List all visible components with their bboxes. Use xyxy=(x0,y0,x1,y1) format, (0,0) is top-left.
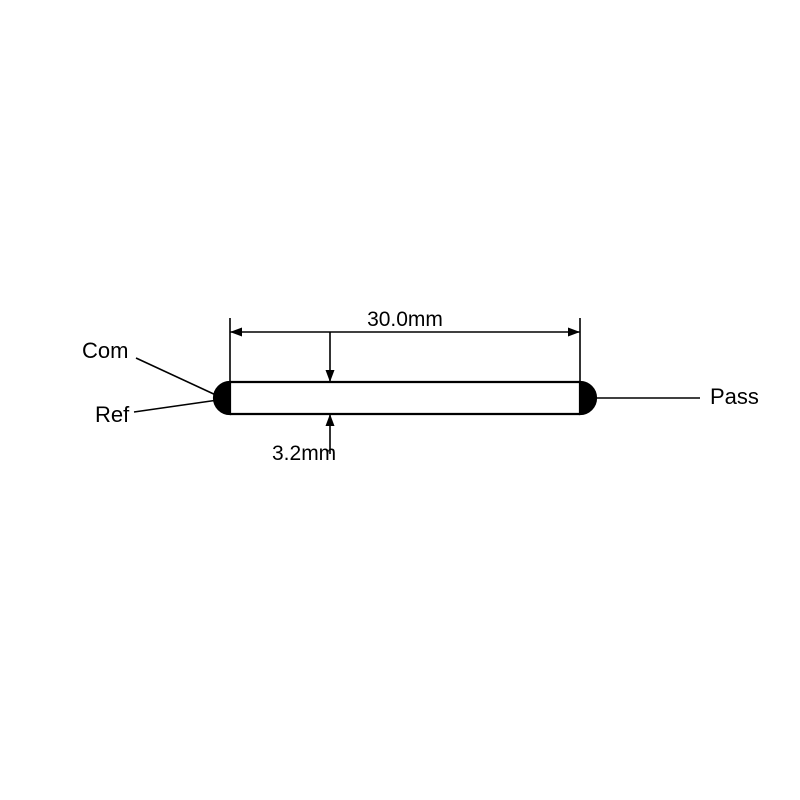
label-pass: Pass xyxy=(710,384,759,409)
dimension-length: 30.0mm xyxy=(230,308,580,382)
left-cap xyxy=(214,382,230,414)
leader-ref xyxy=(134,400,218,412)
label-com: Com xyxy=(82,338,128,363)
dimension-length-label: 30.0mm xyxy=(367,308,443,331)
component-body xyxy=(214,382,596,414)
right-cap xyxy=(580,382,596,414)
leader-com xyxy=(136,358,218,396)
dimension-diameter: 3.2mm xyxy=(272,332,336,465)
label-ref: Ref xyxy=(95,402,130,427)
dimension-diameter-label: 3.2mm xyxy=(272,442,336,465)
